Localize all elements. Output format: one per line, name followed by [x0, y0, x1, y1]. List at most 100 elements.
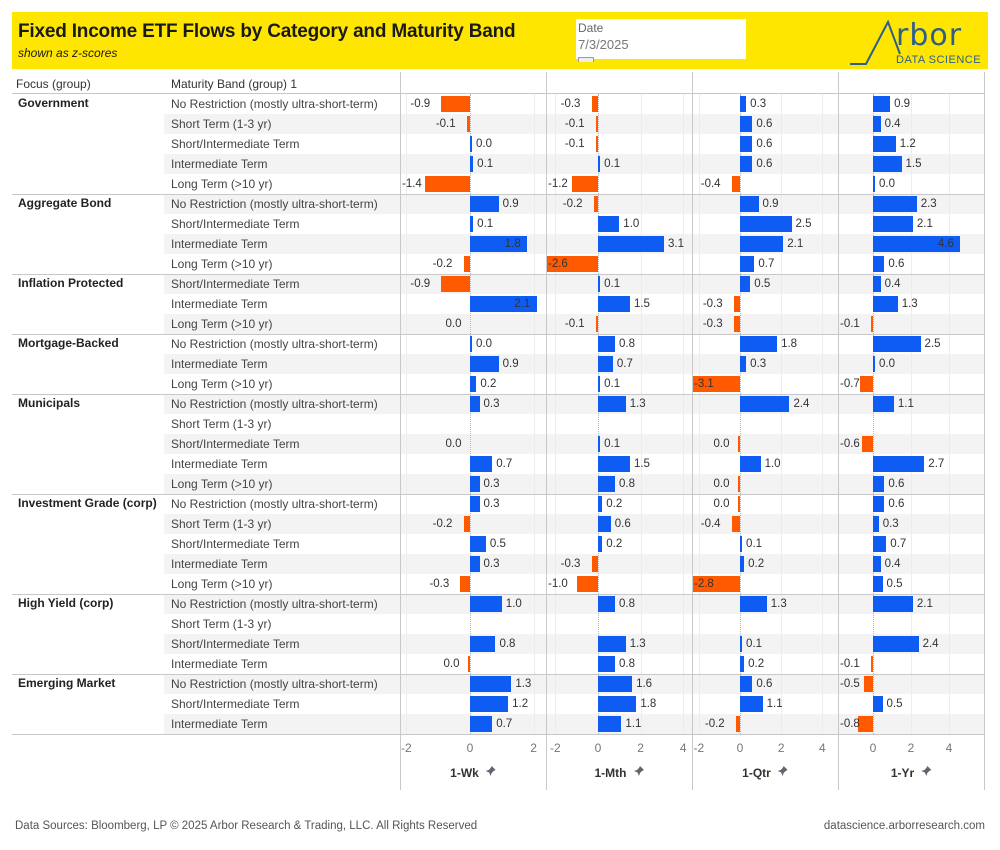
bar-1-yr[interactable]	[871, 316, 873, 332]
bar-1-wk[interactable]	[463, 256, 470, 272]
bar-1-mth[interactable]	[598, 356, 613, 372]
bar-1-mth[interactable]	[598, 536, 603, 552]
bar-1-mth[interactable]	[598, 676, 633, 692]
bar-1-qtr[interactable]	[740, 636, 743, 652]
bar-1-wk[interactable]	[466, 116, 470, 132]
bar-1-wk[interactable]	[470, 476, 480, 492]
bar-1-qtr[interactable]	[693, 376, 740, 392]
bar-1-wk[interactable]	[441, 96, 470, 112]
bar-1-mth[interactable]	[595, 116, 598, 132]
bar-1-yr[interactable]	[873, 396, 894, 412]
bar-1-wk[interactable]	[470, 716, 493, 732]
bar-1-qtr[interactable]	[740, 536, 743, 552]
bar-1-qtr[interactable]	[740, 136, 753, 152]
band-column-header[interactable]: Maturity Band (group) 1	[171, 77, 298, 91]
bar-1-wk[interactable]	[470, 496, 480, 512]
bar-1-mth[interactable]	[598, 216, 620, 232]
bar-1-wk[interactable]	[470, 236, 528, 252]
bar-1-yr[interactable]	[873, 536, 887, 552]
bar-1-wk[interactable]	[470, 396, 480, 412]
bar-1-mth[interactable]	[576, 576, 598, 592]
bar-1-qtr[interactable]	[740, 356, 747, 372]
bar-1-wk[interactable]	[470, 636, 496, 652]
bar-1-qtr[interactable]	[740, 696, 763, 712]
pin-icon[interactable]	[777, 765, 789, 780]
bar-1-yr[interactable]	[873, 176, 875, 192]
bar-1-mth[interactable]	[598, 476, 616, 492]
bar-1-yr[interactable]	[873, 476, 885, 492]
date-filter-value[interactable]: 7/3/2025	[578, 37, 629, 52]
bar-1-qtr[interactable]	[731, 516, 740, 532]
bar-1-qtr[interactable]	[740, 256, 755, 272]
bar-1-yr[interactable]	[859, 376, 873, 392]
bar-1-mth[interactable]	[572, 176, 598, 192]
bar-1-mth[interactable]	[593, 196, 598, 212]
bar-1-qtr[interactable]	[735, 716, 740, 732]
bar-1-qtr[interactable]	[740, 276, 751, 292]
bar-1-mth[interactable]	[591, 96, 598, 112]
bar-1-yr[interactable]	[873, 196, 917, 212]
bar-1-yr[interactable]	[873, 216, 913, 232]
bar-1-qtr[interactable]	[740, 336, 778, 352]
bar-1-mth[interactable]	[598, 436, 601, 452]
bar-1-qtr[interactable]	[740, 216, 792, 232]
bar-1-qtr[interactable]	[740, 456, 761, 472]
bar-1-qtr[interactable]	[738, 496, 740, 512]
bar-1-wk[interactable]	[470, 676, 512, 692]
bar-1-yr[interactable]	[873, 256, 885, 272]
bar-1-qtr[interactable]	[740, 676, 753, 692]
bar-1-yr[interactable]	[873, 96, 891, 112]
bar-1-wk[interactable]	[470, 536, 486, 552]
bar-1-yr[interactable]	[873, 336, 921, 352]
bar-1-mth[interactable]	[598, 336, 616, 352]
bar-1-yr[interactable]	[873, 136, 896, 152]
bar-1-qtr[interactable]	[740, 156, 753, 172]
bar-1-yr[interactable]	[863, 676, 873, 692]
bar-1-wk[interactable]	[470, 556, 480, 572]
bar-1-wk[interactable]	[425, 176, 470, 192]
bar-1-wk[interactable]	[463, 516, 470, 532]
pin-icon[interactable]	[633, 765, 645, 780]
bar-1-wk[interactable]	[470, 596, 502, 612]
bar-1-mth[interactable]	[598, 496, 603, 512]
bar-1-yr[interactable]	[873, 576, 883, 592]
bar-1-yr[interactable]	[873, 596, 913, 612]
bar-1-qtr[interactable]	[740, 236, 784, 252]
bar-1-qtr[interactable]	[740, 396, 790, 412]
bar-1-yr[interactable]	[873, 696, 883, 712]
bar-1-qtr[interactable]	[738, 476, 740, 492]
bar-1-mth[interactable]	[598, 236, 665, 252]
bar-1-wk[interactable]	[470, 456, 493, 472]
bar-1-mth[interactable]	[547, 256, 598, 272]
panel-title-1-yr[interactable]: 1-Yr	[891, 765, 932, 780]
bar-1-mth[interactable]	[598, 656, 616, 672]
focus-column-header[interactable]: Focus (group)	[16, 77, 91, 91]
bar-1-qtr[interactable]	[740, 556, 745, 572]
bar-1-mth[interactable]	[598, 716, 622, 732]
bar-1-mth[interactable]	[598, 396, 626, 412]
bar-1-yr[interactable]	[871, 656, 873, 672]
bar-1-qtr[interactable]	[731, 176, 740, 192]
bar-1-qtr[interactable]	[740, 116, 753, 132]
panel-title-1-wk[interactable]: 1-Wk	[450, 765, 497, 780]
bar-1-mth[interactable]	[595, 316, 598, 332]
bar-1-yr[interactable]	[861, 436, 873, 452]
pin-icon[interactable]	[920, 765, 932, 780]
bar-1-wk[interactable]	[470, 356, 499, 372]
bar-1-mth[interactable]	[598, 456, 630, 472]
bar-1-qtr[interactable]	[738, 436, 740, 452]
bar-1-wk[interactable]	[470, 216, 474, 232]
bar-1-wk[interactable]	[470, 336, 472, 352]
bar-1-wk[interactable]	[468, 656, 470, 672]
bar-1-yr[interactable]	[873, 556, 881, 572]
bar-1-yr[interactable]	[873, 496, 885, 512]
bar-1-mth[interactable]	[598, 156, 601, 172]
bar-1-yr[interactable]	[873, 296, 898, 312]
bar-1-yr[interactable]	[873, 236, 961, 252]
bar-1-yr[interactable]	[873, 276, 881, 292]
bar-1-wk[interactable]	[441, 276, 470, 292]
bar-1-mth[interactable]	[598, 636, 626, 652]
bar-1-yr[interactable]	[857, 716, 873, 732]
bar-1-mth[interactable]	[598, 276, 601, 292]
website-link[interactable]: datascience.arborresearch.com	[823, 820, 985, 832]
